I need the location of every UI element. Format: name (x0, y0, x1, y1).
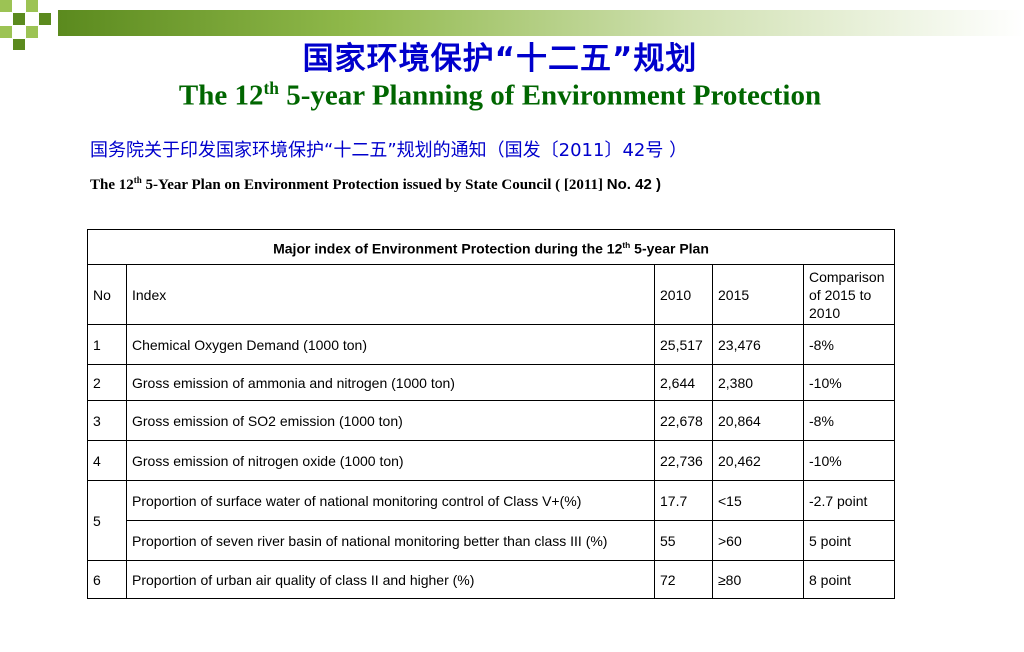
title-english: The 12th 5-year Planning of Environment … (178, 78, 822, 112)
row-comparison: -10% (803, 364, 895, 401)
title-chinese: 国家环境保护“十二五”规划 (302, 41, 698, 77)
row-comparison: -8% (803, 324, 895, 365)
notice-title-chinese: 国务院关于印发国家环境保护“十二五”规划的通知（国发〔2011〕42号 ） (90, 140, 688, 161)
row-index: Proportion of surface water of national … (126, 480, 655, 521)
row-no: 3 (87, 400, 127, 441)
row-no: 1 (87, 324, 127, 365)
table-caption: Major index of Environment Protection du… (87, 229, 895, 265)
row-2010: 72 (654, 560, 713, 599)
row-index: Gross emission of SO2 emission (1000 ton… (126, 400, 655, 441)
row-no: 6 (87, 560, 127, 599)
table-row: 5 Proportion of surface water of nationa… (87, 480, 895, 561)
row-comparison: -8% (803, 400, 895, 441)
row-2015: 23,476 (712, 324, 804, 365)
row-2010: 55 (654, 520, 713, 561)
row-2010: 25,517 (654, 324, 713, 365)
row-no: 5 (87, 480, 127, 561)
row-2010: 17.7 (654, 480, 713, 521)
table-row: 3 Gross emission of SO2 emission (1000 t… (87, 400, 895, 441)
row-2015: 20,462 (712, 440, 804, 481)
row-comparison: 5 point (803, 520, 895, 561)
row-no: 4 (87, 440, 127, 481)
major-index-table: Major index of Environment Protection du… (87, 229, 895, 599)
row-comparison: -2.7 point (803, 480, 895, 521)
row-no: 2 (87, 364, 127, 401)
header-comparison: Comparison of 2015 to 2010 (803, 264, 895, 325)
header-2015: 2015 (712, 264, 804, 325)
table-row: 1 Chemical Oxygen Demand (1000 ton) 25,5… (87, 324, 895, 365)
row-2010: 22,736 (654, 440, 713, 481)
table-row: 4 Gross emission of nitrogen oxide (1000… (87, 440, 895, 481)
row-2015: >60 (712, 520, 804, 561)
header-2010: 2010 (654, 264, 713, 325)
notice-title-english: The 12th 5-Year Plan on Environment Prot… (90, 175, 661, 193)
row-2015: ≥80 (712, 560, 804, 599)
table-row: Proportion of seven river basin of natio… (88, 520, 895, 561)
row-2010: 22,678 (654, 400, 713, 441)
row-index: Proportion of seven river basin of natio… (126, 520, 655, 561)
row-index: Proportion of urban air quality of class… (126, 560, 655, 599)
header-no: No (87, 264, 127, 325)
row-index: Chemical Oxygen Demand (1000 ton) (126, 324, 655, 365)
row-comparison: -10% (803, 440, 895, 481)
table-row: 6 Proportion of urban air quality of cla… (87, 560, 895, 599)
header-index: Index (126, 264, 655, 325)
row-2015: 20,864 (712, 400, 804, 441)
row-2015: 2,380 (712, 364, 804, 401)
row-2015: <15 (712, 480, 804, 521)
header-gradient-bar (58, 10, 1024, 36)
row-comparison: 8 point (803, 560, 895, 599)
corner-decoration (0, 0, 51, 50)
row-index: Gross emission of ammonia and nitrogen (… (126, 364, 655, 401)
row-index: Gross emission of nitrogen oxide (1000 t… (126, 440, 655, 481)
table-row: 2 Gross emission of ammonia and nitrogen… (87, 364, 895, 401)
row-2010: 2,644 (654, 364, 713, 401)
